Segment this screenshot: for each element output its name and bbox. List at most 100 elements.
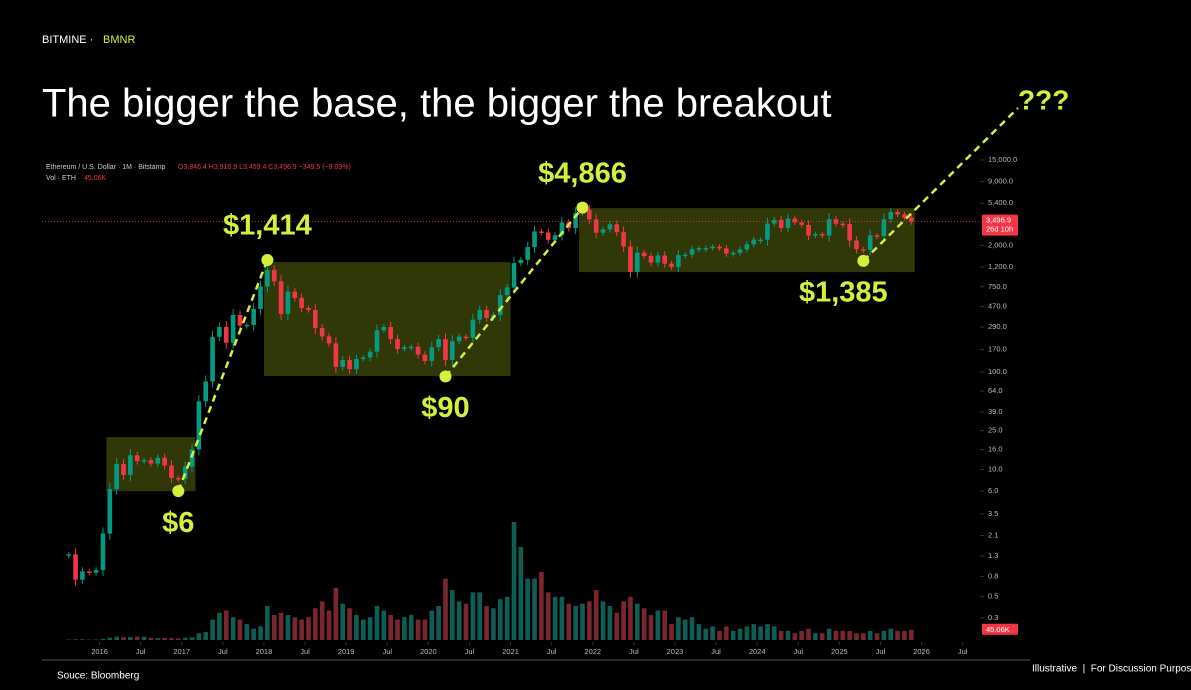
candle: [395, 339, 400, 350]
volume-bar: [874, 633, 880, 640]
breakout-label: ???: [1018, 84, 1069, 115]
candle: [443, 339, 448, 360]
y-tick-label: 470.0: [988, 302, 1007, 311]
volume-bar: [593, 590, 599, 640]
volume-bar: [778, 630, 784, 640]
candle: [593, 219, 599, 233]
x-tick-label: 2022: [584, 647, 601, 656]
volume-bar: [313, 608, 318, 640]
volume-bar: [395, 619, 400, 640]
volume-bar: [518, 546, 524, 640]
candle: [888, 211, 894, 220]
volume-bar: [491, 608, 496, 640]
volume-bar: [730, 630, 736, 640]
ticker: BMNR: [103, 34, 135, 46]
candle: [847, 224, 852, 241]
trend-line: [862, 107, 1019, 262]
candle: [552, 235, 558, 240]
volume-bar: [230, 617, 236, 640]
x-tick-label: 2026: [913, 647, 930, 656]
candle: [826, 219, 832, 236]
volume-bar: [833, 630, 839, 640]
candle: [450, 341, 455, 360]
legend-title: Ethereum / U.S. Dollar · 1M · Bitstamp: [46, 164, 166, 171]
candle: [66, 554, 72, 556]
volume-bar: [265, 605, 270, 640]
annotation-label: $1,385: [799, 276, 888, 308]
candle: [265, 269, 270, 287]
volume-bar: [669, 624, 674, 640]
candle: [415, 346, 421, 355]
candle: [148, 460, 154, 464]
candle: [607, 224, 613, 230]
volume-bar: [621, 601, 626, 640]
volume-bar: [271, 615, 277, 640]
volume-bar: [306, 617, 311, 640]
annotation-label: $90: [421, 392, 469, 424]
volume-bar: [861, 633, 866, 640]
volume-bar: [333, 587, 339, 640]
volume-bar: [662, 610, 667, 640]
candle: [285, 291, 291, 314]
y-tick-label: 0.8: [988, 571, 998, 580]
volume-bar: [155, 638, 161, 640]
volume-bar: [196, 633, 202, 640]
volume-bar: [360, 619, 366, 640]
volume-bar: [422, 619, 428, 640]
volume-bar: [141, 636, 147, 640]
x-tick-label: 2025: [831, 647, 848, 656]
volume-bar: [628, 596, 633, 640]
legend-volume: Vol · ETH: [46, 175, 76, 182]
volume-bar: [73, 639, 78, 640]
candle: [251, 308, 256, 325]
candle: [819, 234, 825, 236]
volume-label-box: [982, 623, 1018, 635]
candle: [278, 281, 284, 314]
candle: [470, 319, 476, 338]
volume-bar: [511, 521, 517, 640]
volume-bar: [429, 610, 435, 640]
volume-bar: [340, 603, 346, 640]
volume-bar: [100, 638, 106, 640]
x-tick-label: Jul: [958, 647, 968, 656]
candle: [463, 336, 469, 339]
candle: [525, 247, 530, 260]
annotation-dot: [172, 485, 185, 498]
volume-bar: [765, 624, 770, 640]
candle: [511, 263, 517, 288]
candle: [737, 249, 743, 253]
volume-bar: [710, 626, 715, 640]
candle: [854, 240, 859, 250]
volume-bar: [703, 628, 709, 640]
candle: [628, 246, 633, 272]
y-tick-label: 16.0: [988, 445, 1003, 454]
x-tick-label: 2023: [667, 647, 684, 656]
volume-bar: [80, 639, 85, 640]
candle: [196, 401, 202, 450]
candle: [682, 254, 688, 257]
candle: [141, 460, 147, 462]
x-tick-label: Jul: [711, 647, 721, 656]
candle: [908, 217, 914, 222]
y-tick-label: 64.0: [988, 386, 1003, 395]
candle: [676, 255, 681, 268]
volume-bar: [203, 632, 209, 640]
annotation-label: $4,866: [538, 157, 627, 189]
volume-bar: [799, 630, 804, 640]
annotation-dot: [857, 254, 870, 267]
volume-bar: [121, 637, 126, 640]
x-tick-label: Jul: [629, 647, 639, 656]
volume-bar: [450, 590, 455, 640]
x-tick-label: Jul: [465, 647, 475, 656]
x-tick-label: 2024: [749, 647, 766, 656]
volume-bar: [881, 630, 887, 640]
candle: [367, 351, 373, 358]
candle: [833, 219, 839, 224]
chart-title: The bigger the base, the bigger the brea…: [42, 82, 831, 126]
candle: [381, 326, 387, 331]
volume-bar: [251, 628, 256, 640]
volume-bar: [470, 592, 476, 640]
candle: [751, 239, 757, 245]
candle: [710, 246, 715, 249]
candle: [306, 307, 311, 311]
